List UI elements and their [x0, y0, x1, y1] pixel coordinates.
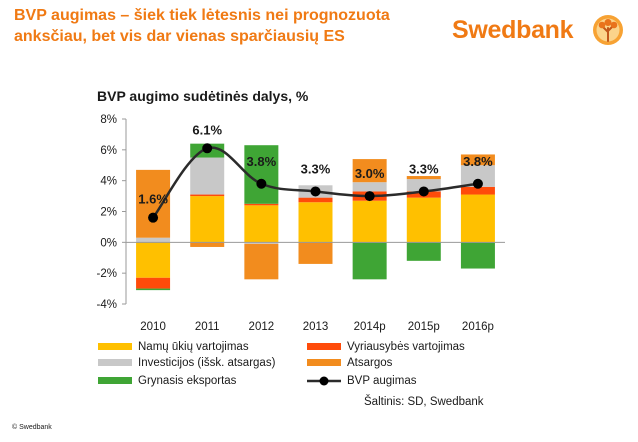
- bar-segment-net_exports: [136, 288, 171, 291]
- y-tick-label: 0%: [100, 237, 117, 249]
- bar-segment-households: [460, 194, 495, 243]
- oak-tree-icon: [593, 15, 623, 45]
- copyright-note: © Swedbank: [12, 424, 52, 431]
- gdp-data-label: 3.0%: [355, 166, 385, 181]
- bar-segment-inventories: [352, 159, 387, 183]
- y-tick-label: -2%: [97, 268, 117, 280]
- bar-segment-households: [136, 242, 171, 278]
- bar-segment-government: [244, 203, 279, 206]
- gdp-data-label: 3.8%: [463, 154, 493, 169]
- gdp-growth-point: [418, 186, 429, 197]
- bar-segment-inventories: [406, 176, 441, 180]
- x-tick-label: 2012: [249, 321, 275, 333]
- x-tick-label: 2016p: [462, 321, 494, 333]
- bar-segment-investment: [136, 237, 171, 243]
- gdp-data-label: 6.1%: [192, 122, 222, 137]
- bar-segment-net_exports: [406, 242, 441, 261]
- bar-segment-inventories: [298, 242, 333, 264]
- bar-segment-households: [298, 202, 333, 243]
- bar-segment-investment: [190, 157, 225, 195]
- bar-segment-net_exports: [460, 242, 495, 269]
- bar-segment-inventories: [244, 243, 279, 280]
- gdp-data-label: 3.3%: [301, 161, 331, 176]
- bar-segment-households: [406, 197, 441, 243]
- bar-segment-inventories: [460, 154, 495, 166]
- bar-segment-investment: [460, 165, 495, 187]
- bar-segment-investment: [406, 179, 441, 192]
- x-tick-label: 2014p: [354, 321, 386, 333]
- y-tick-label: 2%: [100, 207, 117, 219]
- bar-segment-investment: [352, 182, 387, 192]
- logo-text: Swedbank: [452, 16, 574, 44]
- gdp-growth-point: [202, 143, 213, 154]
- x-tick-label: 2010: [140, 321, 166, 333]
- gdp-growth-point: [472, 178, 483, 189]
- bar-segment-government: [298, 197, 333, 203]
- source-note: Šaltinis: SD, Swedbank: [364, 396, 484, 408]
- x-tick-label: 2015p: [408, 321, 440, 333]
- bar-segment-inventories: [136, 169, 171, 238]
- gdp-data-label: 3.8%: [247, 154, 277, 169]
- bar-segment-government: [136, 277, 171, 289]
- bar-segment-government: [190, 194, 225, 197]
- bar-segment-investment: [244, 242, 279, 244]
- bar-segment-net_exports: [244, 145, 279, 204]
- gdp-growth-point: [148, 212, 159, 223]
- swedbank-logo: Swedbank: [452, 14, 632, 48]
- x-tick-label: 2013: [303, 321, 329, 333]
- y-tick-label: 4%: [100, 176, 117, 188]
- bar-segment-inventories: [190, 242, 225, 247]
- gdp-data-label: 1.6%: [138, 192, 168, 207]
- slide-title: BVP augimas – šiek tiek lėtesnis nei pro…: [14, 7, 390, 45]
- chart-title: BVP augimo sudėtinės dalys, %: [97, 88, 309, 104]
- gdp-growth-point: [310, 186, 321, 197]
- bar-segment-government: [460, 186, 495, 195]
- gdp-data-label: 3.3%: [409, 161, 439, 176]
- y-tick-label: 8%: [100, 114, 117, 126]
- bar-segment-households: [352, 200, 387, 243]
- bar-segment-households: [190, 196, 225, 243]
- x-tick-label: 2011: [195, 321, 220, 333]
- bar-segment-households: [244, 205, 279, 243]
- gdp-growth-point: [364, 191, 375, 202]
- gdp-growth-point: [256, 178, 267, 189]
- y-tick-label: 6%: [100, 145, 117, 157]
- bar-segment-net_exports: [352, 242, 387, 280]
- y-tick-label: -4%: [97, 299, 117, 311]
